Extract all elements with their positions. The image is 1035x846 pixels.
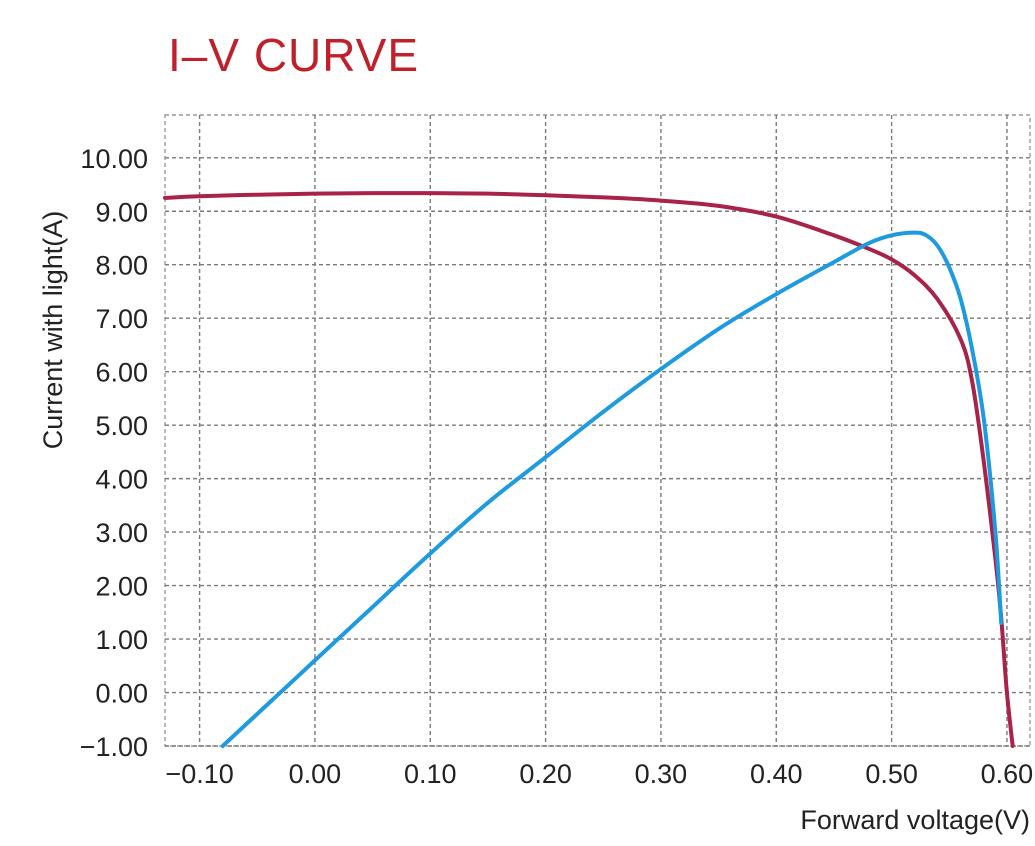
y-tick-label: 6.00: [95, 358, 148, 388]
x-tick-label: 0.50: [865, 759, 918, 789]
x-tick-label: 0.00: [289, 759, 342, 789]
x-tick-label: 0.10: [404, 759, 457, 789]
x-tick-labels: −0.10 0.00 0.10 0.20 0.30 0.40 0.50 0.60: [165, 759, 1033, 789]
x-tick-label: 0.40: [750, 759, 803, 789]
plot-frame: [164, 114, 1031, 747]
iv-curve-line: [163, 191, 1015, 748]
x-axis-label: Forward voltage(V): [800, 805, 1030, 835]
y-tick-label: −1.00: [80, 732, 148, 762]
x-tick-label: 0.20: [519, 759, 572, 789]
chart-title: I–V CURVE: [168, 29, 419, 81]
y-tick-label: 4.00: [95, 465, 148, 495]
x-tick-label: 0.30: [635, 759, 688, 789]
y-tick-label: 9.00: [95, 197, 148, 227]
y-tick-label: 7.00: [95, 304, 148, 334]
y-tick-labels: −1.00 0.00 1.00 2.00 3.00 4.00 5.00 6.00 7.00 8.0…: [80, 144, 148, 762]
y-tick-label: 10.00: [80, 144, 148, 174]
series-layer: [163, 191, 1015, 748]
grid-layer: [164, 114, 1031, 747]
y-tick-label: 5.00: [95, 411, 148, 441]
y-axis-label: Current with light(A): [38, 211, 68, 450]
x-tick-label: 0.60: [981, 759, 1034, 789]
power-curve-line: [220, 230, 1004, 748]
y-tick-label: 8.00: [95, 251, 148, 281]
x-tick-label: −0.10: [165, 759, 233, 789]
y-tick-label: 2.00: [95, 572, 148, 602]
y-tick-label: 1.00: [95, 625, 148, 655]
y-tick-label: 3.00: [95, 518, 148, 548]
y-tick-label: 0.00: [95, 679, 148, 709]
